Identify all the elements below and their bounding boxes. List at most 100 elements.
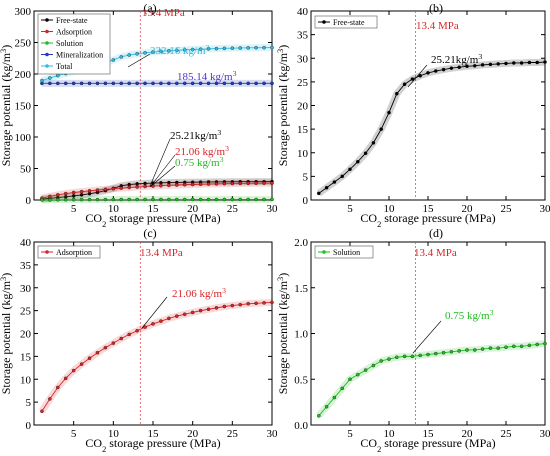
data-point bbox=[127, 197, 131, 202]
data-point bbox=[119, 197, 124, 202]
reference-line-label: 13.4 MPa bbox=[140, 247, 183, 259]
data-point bbox=[519, 344, 524, 349]
data-point bbox=[254, 301, 258, 306]
data-point bbox=[79, 362, 84, 366]
data-point bbox=[254, 81, 258, 86]
data-point bbox=[40, 78, 44, 83]
data-point bbox=[473, 64, 477, 68]
data-point bbox=[40, 198, 44, 202]
data-point bbox=[175, 183, 179, 187]
legend: Solution bbox=[314, 245, 374, 259]
data-point bbox=[151, 50, 155, 54]
data-point bbox=[246, 302, 250, 306]
x-tick-label: 5 bbox=[347, 203, 353, 215]
data-point bbox=[230, 81, 235, 86]
data-point bbox=[135, 185, 139, 189]
data-point bbox=[465, 348, 469, 352]
data-point bbox=[246, 197, 250, 202]
data-point bbox=[167, 81, 171, 86]
data-point bbox=[363, 368, 368, 372]
data-point bbox=[63, 81, 68, 86]
data-point bbox=[127, 185, 131, 190]
data-point bbox=[71, 368, 76, 373]
data-point bbox=[363, 151, 368, 155]
data-point bbox=[457, 65, 461, 69]
y-tick-label: 300 bbox=[15, 6, 32, 18]
data-point bbox=[56, 198, 60, 202]
series-free-state bbox=[316, 58, 547, 197]
data-point bbox=[71, 194, 76, 198]
legend-label: Solution bbox=[333, 248, 360, 257]
data-point bbox=[87, 197, 92, 202]
data-point bbox=[504, 345, 508, 349]
data-point bbox=[356, 159, 360, 164]
annotation-leader bbox=[149, 138, 171, 187]
data-point bbox=[214, 197, 219, 202]
legend: Free-state bbox=[314, 15, 378, 29]
data-point bbox=[95, 188, 100, 192]
y-tick-label: 35 bbox=[20, 260, 32, 272]
plot-frame bbox=[33, 241, 273, 426]
data-point bbox=[418, 73, 422, 78]
data-point bbox=[111, 58, 116, 62]
x-tick-label: 20 bbox=[462, 428, 474, 440]
data-point bbox=[504, 61, 508, 66]
data-point bbox=[143, 325, 147, 329]
data-point bbox=[441, 67, 446, 72]
panel-label: (b) bbox=[429, 1, 443, 15]
y-axis-label: Storage potential (kg/m3) bbox=[276, 45, 291, 167]
data-point bbox=[206, 307, 211, 312]
data-point bbox=[190, 197, 195, 202]
data-point bbox=[246, 81, 250, 86]
x-tick-label: 15 bbox=[148, 428, 160, 440]
data-point bbox=[356, 372, 360, 377]
data-point bbox=[512, 344, 516, 349]
data-point bbox=[262, 45, 266, 50]
data-point bbox=[473, 348, 477, 352]
data-point bbox=[103, 187, 108, 192]
x-tick-label: 15 bbox=[423, 203, 435, 215]
legend-label: Total bbox=[56, 62, 73, 71]
y-tick-label: 0 bbox=[26, 420, 32, 432]
data-point bbox=[222, 81, 227, 86]
data-point bbox=[190, 182, 195, 187]
legend-label: Adsorption bbox=[56, 28, 92, 37]
data-point bbox=[441, 350, 446, 355]
y-tick-label: 30 bbox=[297, 53, 309, 65]
data-point bbox=[167, 197, 171, 202]
data-point bbox=[222, 197, 227, 202]
data-point bbox=[206, 182, 211, 186]
data-point bbox=[496, 346, 500, 350]
data-point bbox=[535, 60, 539, 65]
data-point bbox=[222, 304, 227, 309]
data-point bbox=[348, 377, 352, 381]
data-point bbox=[190, 47, 195, 52]
data-point bbox=[143, 81, 147, 86]
data-point bbox=[71, 197, 76, 202]
data-point bbox=[151, 322, 155, 326]
data-point bbox=[71, 190, 76, 195]
data-point bbox=[175, 81, 179, 86]
x-tick-label: 20 bbox=[462, 203, 474, 215]
data-point bbox=[238, 81, 243, 86]
data-point bbox=[543, 60, 547, 64]
legend-swatch-marker bbox=[45, 41, 49, 45]
y-tick-label: 50 bbox=[20, 164, 32, 176]
data-point bbox=[230, 197, 235, 202]
series-solution bbox=[40, 195, 274, 204]
data-point bbox=[127, 53, 131, 57]
data-point bbox=[230, 303, 235, 308]
data-point bbox=[135, 329, 139, 333]
y-tick-label: 25 bbox=[20, 306, 32, 318]
y-tick-label: 15 bbox=[20, 351, 32, 363]
data-point bbox=[143, 197, 147, 202]
y-tick-label: 0.5 bbox=[294, 374, 308, 386]
data-point bbox=[340, 386, 344, 391]
y-tick-label: 20 bbox=[297, 101, 309, 113]
x-tick-label: 30 bbox=[540, 428, 550, 440]
data-point bbox=[496, 62, 500, 66]
data-point bbox=[95, 197, 100, 202]
x-tick-label: 15 bbox=[423, 428, 435, 440]
legend-swatch-marker bbox=[45, 64, 49, 68]
y-tick-label: 150 bbox=[15, 101, 32, 113]
